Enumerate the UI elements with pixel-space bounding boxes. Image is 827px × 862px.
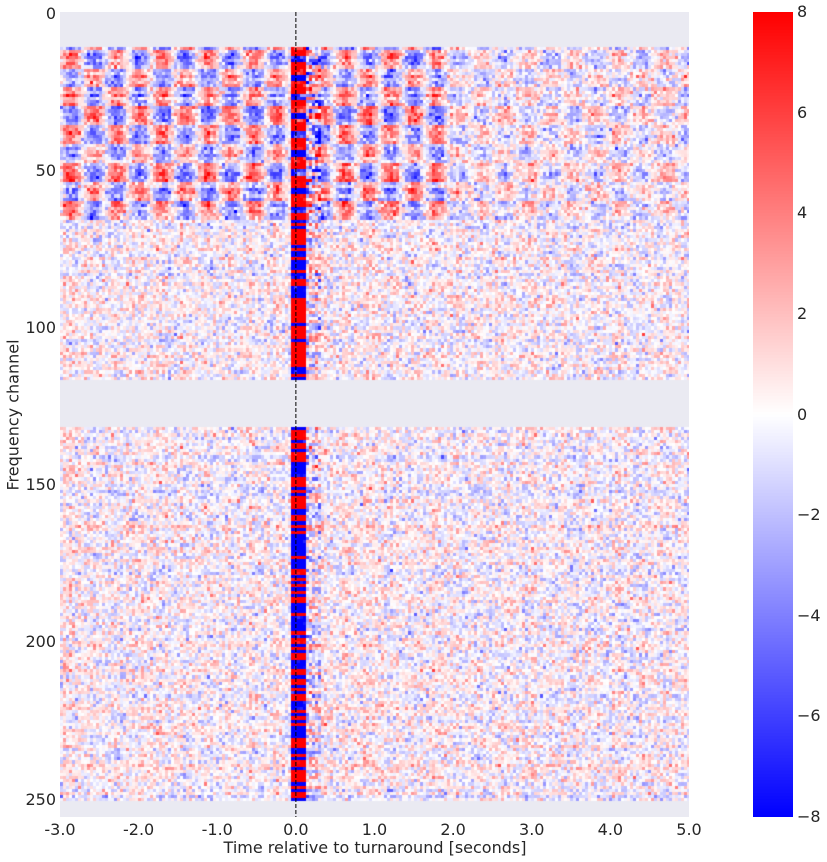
colorbar (753, 12, 793, 817)
colorbar-tick-label: 4 (797, 203, 808, 223)
x-tick-label: -2.0 (123, 820, 155, 839)
y-axis-label: Frequency channel (3, 339, 23, 491)
heatmap-image (60, 12, 689, 817)
x-tick-label: 2.0 (440, 820, 466, 839)
y-tick-label: 150 (25, 475, 56, 495)
y-tick-label: 0 (45, 3, 56, 23)
y-tick-label: 50 (35, 160, 56, 180)
colorbar-tick-label: −6 (797, 706, 821, 726)
colorbar-tick-label: 2 (797, 303, 808, 323)
x-tick-label: 3.0 (519, 820, 545, 839)
x-tick-label: 5.0 (676, 820, 702, 839)
x-axis-label: Time relative to turnaround [seconds] (223, 838, 527, 857)
x-tick-label: 4.0 (597, 820, 624, 839)
colorbar-tick-label: −8 (797, 807, 821, 826)
plot-overlay (295, 12, 297, 817)
y-tick-label: 200 (25, 632, 56, 652)
heatmap-plot-area (60, 12, 689, 817)
colorbar-tick-label: −2 (797, 505, 821, 525)
colorbar-tick-label: −4 (797, 605, 821, 625)
y-tick-label: 250 (25, 789, 56, 809)
x-tick-label: -3.0 (44, 820, 76, 839)
x-tick-label: 0.0 (283, 820, 309, 839)
y-tick-label: 100 (25, 318, 56, 338)
colorbar-tick-label: 8 (797, 2, 808, 21)
x-tick-label: -1.0 (201, 820, 233, 839)
x-tick-label: 1.0 (361, 820, 388, 839)
colorbar-tick-label: 0 (797, 404, 808, 424)
colorbar-tick-label: 6 (797, 102, 808, 122)
